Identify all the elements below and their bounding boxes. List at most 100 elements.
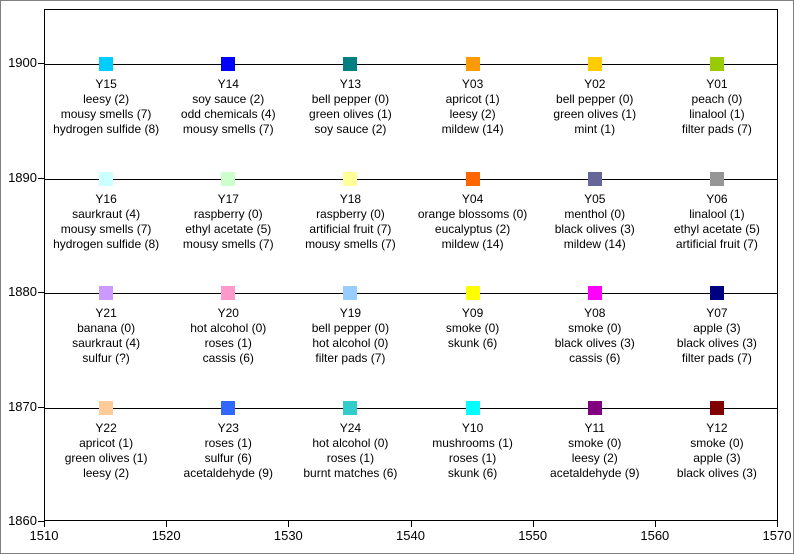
data-point-label-block: Y10 mushrooms (1) roses (1) skunk (6) bbox=[388, 421, 558, 481]
gridline bbox=[45, 64, 777, 65]
data-point-marker bbox=[221, 57, 236, 71]
series-label: Y05 bbox=[584, 191, 606, 206]
note-line: bell pepper (0) bbox=[556, 92, 634, 106]
note-line: hot alcohol (0) bbox=[312, 336, 389, 350]
series-label: Y21 bbox=[95, 306, 117, 320]
y-tick-label: 1860 bbox=[8, 513, 37, 528]
data-point-label-block: Y02 bell pepper (0) green olives (1) mint (… bbox=[510, 77, 680, 137]
note-line: smoke (0) bbox=[445, 321, 500, 335]
note-line: skunk (6) bbox=[447, 336, 498, 350]
x-tick-label: 1570 bbox=[762, 528, 792, 543]
data-point-label-block: Y09 smoke (0) skunk (6) bbox=[388, 306, 558, 351]
note-line: mint (1) bbox=[574, 122, 616, 136]
data-point-marker bbox=[465, 286, 480, 300]
note-line: roses (1) bbox=[448, 450, 497, 465]
note-line: smoke (0) bbox=[690, 435, 744, 450]
note-line: raspberry (0) bbox=[316, 206, 385, 221]
series-label: Y06 bbox=[706, 191, 728, 206]
note-line: raspberry (0) bbox=[193, 206, 263, 221]
x-axis-tick bbox=[44, 521, 45, 527]
note-line: roses (1) bbox=[204, 435, 252, 450]
data-point-marker bbox=[343, 400, 358, 415]
y-axis-tick bbox=[38, 521, 44, 522]
data-point-marker bbox=[587, 400, 602, 415]
note-line: eucalyptus (2) bbox=[434, 221, 511, 236]
note-line: mousy smells (7) bbox=[60, 107, 152, 121]
data-point-marker bbox=[99, 400, 114, 415]
note-line: apple (3) bbox=[693, 321, 741, 335]
data-point-marker bbox=[709, 171, 724, 186]
y-axis-tick bbox=[38, 406, 44, 408]
series-label: Y10 bbox=[461, 420, 484, 435]
note-line: green olives (1) bbox=[553, 107, 637, 121]
note-line: leesy (2) bbox=[83, 465, 130, 480]
note-line: artificial fruit (7) bbox=[675, 236, 758, 251]
note-line: burnt matches (6) bbox=[303, 465, 398, 480]
note-line: mildew (14) bbox=[441, 236, 504, 251]
y-tick-label: 1880 bbox=[8, 284, 37, 299]
series-label: Y18 bbox=[339, 191, 362, 206]
y-tick-label: 1870 bbox=[8, 398, 37, 414]
data-point-marker bbox=[221, 286, 236, 300]
y-axis-tick bbox=[38, 177, 44, 179]
note-line: sulfur (6) bbox=[204, 450, 252, 465]
data-point-marker bbox=[587, 57, 602, 71]
x-tick-label: 1550 bbox=[518, 528, 548, 543]
data-point-label-block: Y01 peach (0) linalool (1) filter pads (7) bbox=[632, 77, 793, 137]
series-label: Y19 bbox=[339, 306, 362, 320]
note-line: leesy (2) bbox=[571, 450, 618, 465]
x-tick-label: 1540 bbox=[396, 528, 425, 543]
series-label: Y23 bbox=[217, 420, 239, 435]
note-line: mousy smells (7) bbox=[182, 122, 274, 136]
note-line: hydrogen sulfide (8) bbox=[53, 122, 160, 136]
note-line: cassis (6) bbox=[202, 351, 254, 365]
data-point-label-block: Y15 leesy (2) mousy smells (7) hydrogen sul… bbox=[21, 77, 191, 137]
data-point-marker bbox=[465, 400, 480, 415]
x-axis-tick bbox=[410, 521, 412, 527]
note-line: sulfur (?) bbox=[82, 351, 130, 365]
data-point-label-block: Y12 smoke (0) apple (3) black olives (3) bbox=[632, 421, 793, 481]
note-line: leesy (2) bbox=[449, 107, 496, 121]
x-axis-tick bbox=[777, 521, 778, 527]
note-line: smoke (0) bbox=[568, 435, 622, 450]
series-label: Y22 bbox=[95, 420, 117, 435]
data-point-marker bbox=[709, 400, 724, 415]
data-point-label-block: Y21 banana (0) saurkraut (4) sulfur (?) bbox=[21, 306, 191, 366]
data-point-marker bbox=[587, 286, 602, 300]
note-line: apricot (1) bbox=[79, 435, 134, 450]
series-label: Y20 bbox=[217, 306, 239, 320]
note-line: soy sauce (2) bbox=[314, 122, 387, 136]
data-point-label-block: Y22 apricot (1) green olives (1) leesy (2) bbox=[21, 421, 191, 481]
x-axis-tick bbox=[288, 521, 290, 527]
data-point-marker bbox=[587, 171, 602, 186]
data-point-label-block: Y03 apricot (1) leesy (2) mildew (14) bbox=[388, 77, 558, 137]
data-point-marker bbox=[709, 57, 724, 71]
note-line: peach (0) bbox=[691, 92, 743, 106]
data-point-label-block: Y19 bell pepper (0) hot alcohol (0) filter … bbox=[265, 306, 435, 366]
note-line: ethyl acetate (5) bbox=[185, 221, 272, 236]
gridline bbox=[45, 293, 777, 294]
series-label: Y03 bbox=[461, 77, 484, 91]
y-axis-tick bbox=[38, 63, 44, 64]
note-line: mushrooms (1) bbox=[432, 435, 513, 450]
note-line: leesy (2) bbox=[83, 92, 130, 106]
note-line: saurkraut (4) bbox=[72, 336, 141, 350]
note-line: mousy smells (7) bbox=[182, 236, 274, 251]
data-point-marker bbox=[465, 171, 480, 186]
note-line: ethyl acetate (5) bbox=[673, 221, 760, 236]
note-line: saurkraut (4) bbox=[72, 206, 141, 221]
note-line: soy sauce (2) bbox=[192, 92, 265, 106]
note-line: linalool (1) bbox=[689, 107, 745, 121]
data-point-marker bbox=[343, 286, 358, 300]
note-line: artificial fruit (7) bbox=[309, 221, 392, 236]
data-point-label-block: Y14 soy sauce (2) odd chemicals (4) mousy s… bbox=[143, 77, 313, 137]
note-line: mousy smells (7) bbox=[60, 221, 152, 236]
note-line: black olives (3) bbox=[676, 465, 757, 480]
note-line: mildew (14) bbox=[563, 236, 626, 251]
note-line: green olives (1) bbox=[309, 107, 392, 121]
data-point-marker bbox=[99, 171, 114, 186]
x-tick-label: 1520 bbox=[151, 528, 181, 543]
series-label: Y17 bbox=[217, 191, 239, 206]
x-tick-label: 1560 bbox=[640, 528, 670, 543]
note-line: apricot (1) bbox=[445, 92, 500, 106]
